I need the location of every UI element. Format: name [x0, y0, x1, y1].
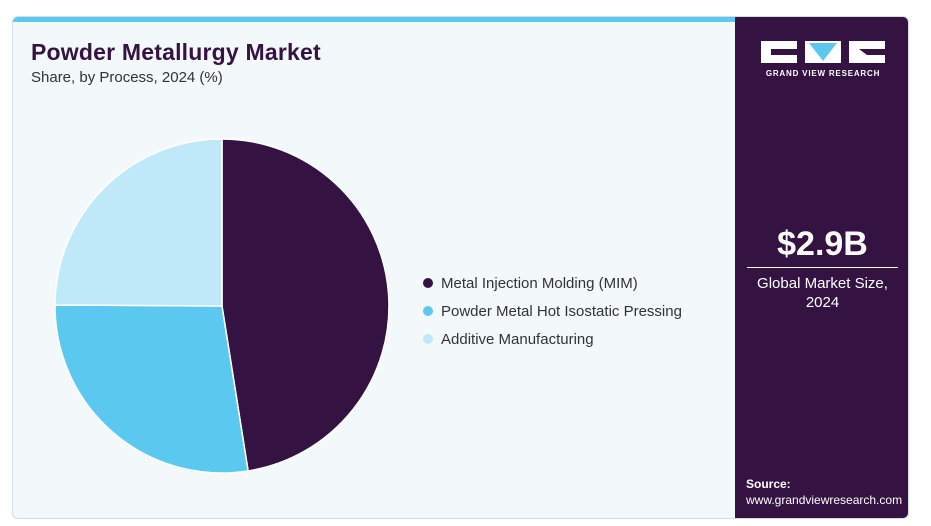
- legend-item-additive: Additive Manufacturing: [423, 325, 682, 353]
- market-size-label: Global Market Size, 2024: [757, 275, 888, 311]
- legend-label-additive: Additive Manufacturing: [441, 330, 594, 348]
- pie-chart: [54, 138, 390, 474]
- chart-card: Powder Metallurgy Market Share, by Proce…: [12, 16, 909, 519]
- legend-dot-additive: [423, 334, 433, 344]
- accent-top-bar: [13, 17, 735, 22]
- source-link[interactable]: www.grandviewresearch.com: [746, 493, 903, 507]
- legend-label-hip: Powder Metal Hot Isostatic Pressing: [441, 302, 682, 320]
- gvr-logo: GRAND VIEW RESEARCH: [761, 41, 885, 78]
- gvr-logo-icon: [761, 41, 885, 63]
- legend-dot-hip: [423, 306, 433, 316]
- chart-legend: Metal Injection Molding (MIM) Powder Met…: [423, 269, 682, 353]
- chart-title: Powder Metallurgy Market: [31, 39, 321, 65]
- chart-subtitle: Share, by Process, 2024 (%): [31, 69, 223, 86]
- market-size-value: $2.9B: [777, 225, 868, 263]
- panel-divider: [747, 267, 898, 268]
- pie-slice-additive: [54, 138, 223, 307]
- source-label: Source:: [746, 477, 791, 491]
- logo-text: GRAND VIEW RESEARCH: [765, 69, 881, 78]
- pie-slice-hip: [54, 304, 249, 474]
- pie-slice-mim: [221, 138, 390, 472]
- legend-dot-mim: [423, 278, 433, 288]
- summary-panel: GRAND VIEW RESEARCH $2.9B Global Market …: [735, 17, 908, 518]
- legend-label-mim: Metal Injection Molding (MIM): [441, 274, 638, 292]
- legend-item-mim: Metal Injection Molding (MIM): [423, 269, 682, 297]
- legend-item-hip: Powder Metal Hot Isostatic Pressing: [423, 297, 682, 325]
